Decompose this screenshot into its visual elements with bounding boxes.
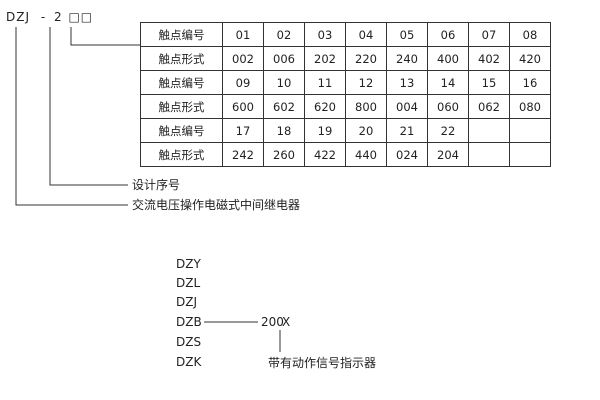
table-cell: 02 [263, 22, 305, 47]
table-cell: 15 [468, 70, 510, 95]
row-header-cell: 触点形式 [140, 46, 223, 71]
table-cell: 240 [386, 46, 428, 71]
table-cell: 260 [263, 142, 305, 167]
table-cell [509, 118, 551, 143]
table-cell: 024 [386, 142, 428, 167]
table-cell [509, 142, 551, 167]
table-cell: 204 [427, 142, 469, 167]
model-dzb: DZB [176, 315, 202, 329]
table-cell: 11 [304, 70, 346, 95]
table-cell: 17 [222, 118, 264, 143]
table-row: 触点编号 01 02 03 04 05 06 07 08 [140, 22, 551, 47]
model-dash: - [40, 10, 47, 24]
table-cell: 242 [222, 142, 264, 167]
table-cell: 060 [427, 94, 469, 119]
table-cell: 062 [468, 94, 510, 119]
table-cell: 002 [222, 46, 264, 71]
table-cell: 620 [304, 94, 346, 119]
table-cell: 22 [427, 118, 469, 143]
boxes-connector [70, 27, 140, 46]
model-dzk: DZK [176, 355, 202, 369]
table-cell: 420 [509, 46, 551, 71]
table-cell: 06 [427, 22, 469, 47]
table-cell: 400 [427, 46, 469, 71]
design-serial-connector [49, 27, 128, 186]
table-cell: 09 [222, 70, 264, 95]
table-cell: 01 [222, 22, 264, 47]
suffix-letter: X [282, 315, 291, 329]
model-digit: 2 [54, 10, 63, 24]
row-header-cell: 触点形式 [140, 142, 223, 167]
model-dzj: DZJ [176, 295, 197, 309]
relay-type-connector [15, 27, 128, 206]
table-cell: 080 [509, 94, 551, 119]
table-row: 触点形式 242 260 422 440 024 204 [140, 142, 551, 167]
table-cell: 600 [222, 94, 264, 119]
suffix-number: 200 [261, 315, 284, 329]
table-cell: 602 [263, 94, 305, 119]
table-cell: 03 [304, 22, 346, 47]
table-cell: 10 [263, 70, 305, 95]
model-dzy: DZY [176, 257, 201, 271]
table-cell: 12 [345, 70, 387, 95]
design-serial-label: 设计序号 [132, 178, 181, 192]
table-cell: 800 [345, 94, 387, 119]
contact-table: 触点编号 01 02 03 04 05 06 07 08 触点形式 002 006 202 220 240 4… [140, 22, 551, 167]
row-header-cell: 触点编号 [140, 70, 223, 95]
table-cell: 13 [386, 70, 428, 95]
table-row: 触点编号 17 18 19 20 21 22 [140, 118, 551, 143]
table-cell: 220 [345, 46, 387, 71]
table-cell: 04 [345, 22, 387, 47]
model-dzs: DZS [176, 335, 202, 349]
table-row: 触点形式 600 602 620 800 004 060 062 080 [140, 94, 551, 119]
table-cell: 21 [386, 118, 428, 143]
table-cell: 08 [509, 22, 551, 47]
table-row: 触点编号 09 10 11 12 13 14 15 16 [140, 70, 551, 95]
table-cell [468, 118, 510, 143]
table-cell: 006 [263, 46, 305, 71]
model-boxes: □□ [68, 10, 94, 24]
row-header-cell: 触点形式 [140, 94, 223, 119]
suffix-note: 带有动作信号指示器 [268, 356, 377, 370]
relay-type-label: 交流电压操作电磁式中间继电器 [132, 198, 301, 212]
table-cell: 07 [468, 22, 510, 47]
model-code: DZJ - 2 □□ [6, 10, 93, 24]
table-cell [468, 142, 510, 167]
table-cell: 202 [304, 46, 346, 71]
table-cell: 14 [427, 70, 469, 95]
table-cell: 422 [304, 142, 346, 167]
table-cell: 20 [345, 118, 387, 143]
row-header-cell: 触点编号 [140, 118, 223, 143]
table-cell: 004 [386, 94, 428, 119]
table-cell: 19 [304, 118, 346, 143]
table-cell: 402 [468, 46, 510, 71]
row-header-cell: 触点编号 [140, 22, 223, 47]
table-cell: 16 [509, 70, 551, 95]
table-cell: 18 [263, 118, 305, 143]
model-prefix: DZJ [6, 10, 30, 24]
table-cell: 05 [386, 22, 428, 47]
model-dzl: DZL [176, 276, 201, 290]
table-cell: 440 [345, 142, 387, 167]
table-row: 触点形式 002 006 202 220 240 400 402 420 [140, 46, 551, 71]
